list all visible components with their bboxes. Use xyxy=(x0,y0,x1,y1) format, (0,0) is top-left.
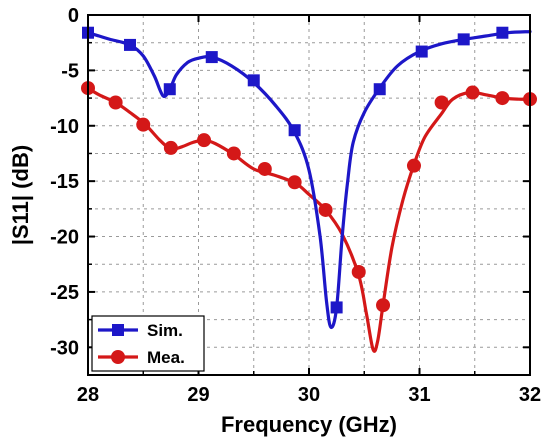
x-tick-label: 28 xyxy=(77,384,99,406)
marker-sim xyxy=(123,38,136,51)
marker-mea xyxy=(226,146,241,161)
y-tick-label: -30 xyxy=(50,337,79,359)
marker-sim xyxy=(163,83,176,96)
x-tick-label: 32 xyxy=(519,384,541,406)
x-tick-label: 29 xyxy=(187,384,209,406)
legend-label-sim: Sim. xyxy=(147,321,183,340)
marker-sim xyxy=(330,301,343,314)
legend-item-mea: Mea. xyxy=(98,348,185,367)
legend-marker-sim xyxy=(112,324,124,336)
marker-mea xyxy=(287,175,302,190)
marker-sim xyxy=(373,83,386,96)
marker-mea xyxy=(465,85,480,100)
legend: Sim. Mea. xyxy=(91,315,205,372)
marker-sim xyxy=(457,33,470,46)
marker-sim xyxy=(288,124,301,137)
x-tick-label: 30 xyxy=(298,384,320,406)
marker-sim xyxy=(247,74,260,87)
y-axis-title: |S11| (dB) xyxy=(8,145,33,245)
marker-mea xyxy=(495,91,510,106)
series-mea xyxy=(81,81,537,353)
series-sim xyxy=(82,26,532,329)
y-tick-label: -15 xyxy=(50,171,79,193)
marker-mea xyxy=(376,298,391,313)
marker-mea xyxy=(434,95,449,110)
marker-mea xyxy=(108,95,123,110)
y-tick-label: -5 xyxy=(61,60,79,82)
marker-mea xyxy=(257,161,272,176)
marker-mea xyxy=(136,117,151,132)
legend-label-mea: Mea. xyxy=(147,348,185,367)
series-line-sim xyxy=(86,30,532,329)
legend-box xyxy=(91,315,205,372)
y-tick-label: -10 xyxy=(50,116,79,138)
tick-labels: 28 29 30 31 32 0 -5 -10 -15 -20 -25 -30 xyxy=(50,5,541,406)
marker-mea xyxy=(318,202,333,217)
y-tick-label: 0 xyxy=(68,5,79,27)
marker-mea xyxy=(406,158,421,173)
marker-mea xyxy=(351,264,366,279)
legend-item-sim: Sim. xyxy=(98,321,183,340)
marker-sim xyxy=(496,26,509,39)
x-axis-title: Frequency (GHz) xyxy=(221,412,397,437)
marker-mea xyxy=(163,140,178,155)
marker-sim xyxy=(415,45,428,58)
x-tick-label: 31 xyxy=(408,384,430,406)
legend-marker-mea xyxy=(111,350,125,364)
marker-mea xyxy=(197,133,212,148)
y-tick-label: -25 xyxy=(50,282,79,304)
y-tick-label: -20 xyxy=(50,227,79,249)
marker-sim xyxy=(205,51,218,64)
